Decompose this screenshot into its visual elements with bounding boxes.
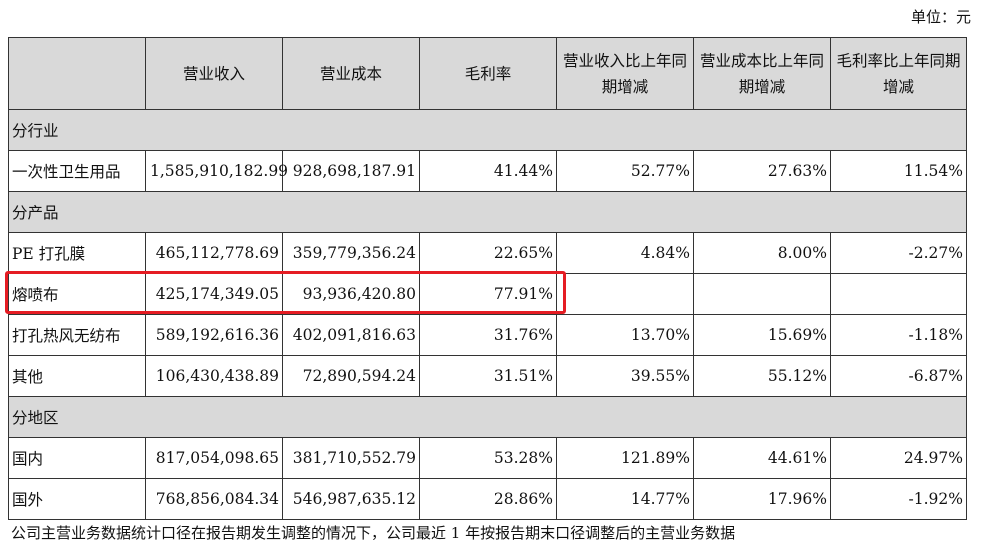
cell-rev-change: 39.55% [556, 355, 694, 397]
table-row: 打孔热风无纺布 589,192,616.36 402,091,816.63 31.76… [8, 314, 967, 356]
cell-margin-change: -1.18% [830, 314, 967, 356]
header-margin-change: 毛利率比上年同期增减 [830, 37, 967, 110]
cell-rev-change: 4.84% [556, 232, 694, 274]
header-row: 营业收入 营业成本 毛利率 营业收入比上年同期增减 营业成本比上年同期增减 毛利… [8, 37, 967, 110]
header-cost: 营业成本 [282, 37, 420, 110]
business-data-table: 营业收入 营业成本 毛利率 营业收入比上年同期增减 营业成本比上年同期增减 毛利… [8, 37, 967, 520]
cell-revenue: 589,192,616.36 [145, 314, 283, 356]
header-cell [8, 37, 146, 110]
cell-cost-change: 15.69% [693, 314, 831, 356]
cell-margin-change: -2.27% [830, 232, 967, 274]
section-row: 分产品 [8, 191, 967, 233]
cell-margin-change: -6.87% [830, 355, 967, 397]
cell-revenue: 817,054,098.65 [145, 437, 283, 479]
cell-revenue: 425,174,349.05 [145, 273, 283, 315]
cell-cost-change: 44.61% [693, 437, 831, 479]
cell-revenue: 1,585,910,182.99 [145, 150, 288, 192]
cell-margin: 31.76% [419, 314, 557, 356]
cell-revenue: 465,112,778.69 [145, 232, 283, 274]
cell-cost: 381,710,552.79 [282, 437, 420, 479]
unit-label: 单位：元 [910, 8, 971, 26]
cell-label: 国内 [8, 437, 146, 479]
cell-cost-change: 17.96% [693, 478, 831, 520]
section-row: 分地区 [8, 396, 967, 438]
header-margin: 毛利率 [419, 37, 557, 110]
header-cost-change: 营业成本比上年同期增减 [693, 37, 831, 110]
cell-cost-change: 8.00% [693, 232, 831, 274]
cell-margin: 31.51% [419, 355, 557, 397]
footnote: 公司主营业务数据统计口径在报告期发生调整的情况下，公司最近 1 年按报告期末口径… [11, 524, 736, 542]
cell-margin-change [830, 273, 967, 315]
cell-cost: 72,890,594.24 [282, 355, 420, 397]
cell-cost-change [693, 273, 831, 315]
cell-margin-change: -1.92% [830, 478, 967, 520]
cell-cost: 359,779,356.24 [282, 232, 420, 274]
cell-margin: 41.44% [419, 150, 557, 192]
cell-cost: 402,091,816.63 [282, 314, 420, 356]
table-row: 国外 768,856,084.34 546,987,635.12 28.86% 14.7… [8, 478, 967, 520]
cell-margin: 53.28% [419, 437, 557, 479]
cell-cost: 928,698,187.91 [282, 150, 420, 192]
cell-cost-change: 55.12% [693, 355, 831, 397]
cell-cost: 546,987,635.12 [282, 478, 420, 520]
cell-label: PE 打孔膜 [8, 232, 146, 274]
cell-rev-change: 52.77% [556, 150, 694, 192]
cell-cost: 93,936,420.80 [282, 273, 420, 315]
table-row: 国内 817,054,098.65 381,710,552.79 53.28% 121.… [8, 437, 967, 479]
table-row: 其他 106,430,438.89 72,890,594.24 31.51% 39.55… [8, 355, 967, 397]
section-title: 分产品 [8, 191, 967, 233]
cell-rev-change [556, 273, 694, 315]
section-title: 分地区 [8, 396, 967, 438]
cell-label: 国外 [8, 478, 146, 520]
cell-label: 其他 [8, 355, 146, 397]
cell-cost-change: 27.63% [693, 150, 831, 192]
header-rev-change: 营业收入比上年同期增减 [556, 37, 694, 110]
cell-label: 打孔热风无纺布 [8, 314, 146, 356]
cell-margin: 22.65% [419, 232, 557, 274]
header-revenue: 营业收入 [145, 37, 283, 110]
cell-rev-change: 14.77% [556, 478, 694, 520]
cell-revenue: 106,430,438.89 [145, 355, 283, 397]
cell-revenue: 768,856,084.34 [145, 478, 283, 520]
cell-margin-change: 24.97% [830, 437, 967, 479]
section-title: 分行业 [8, 109, 967, 151]
cell-rev-change: 13.70% [556, 314, 694, 356]
table-row: PE 打孔膜 465,112,778.69 359,779,356.24 22.65%… [8, 232, 967, 274]
section-row: 分行业 [8, 109, 967, 151]
cell-rev-change: 121.89% [556, 437, 694, 479]
table-row: 一次性卫生用品 1,585,910,182.99 928,698,187.91 41.… [8, 150, 967, 192]
cell-margin-change: 11.54% [830, 150, 967, 192]
highlight-box [5, 271, 566, 314]
cell-label: 一次性卫生用品 [8, 150, 146, 192]
cell-margin: 77.91% [419, 273, 557, 315]
cell-margin: 28.86% [419, 478, 557, 520]
